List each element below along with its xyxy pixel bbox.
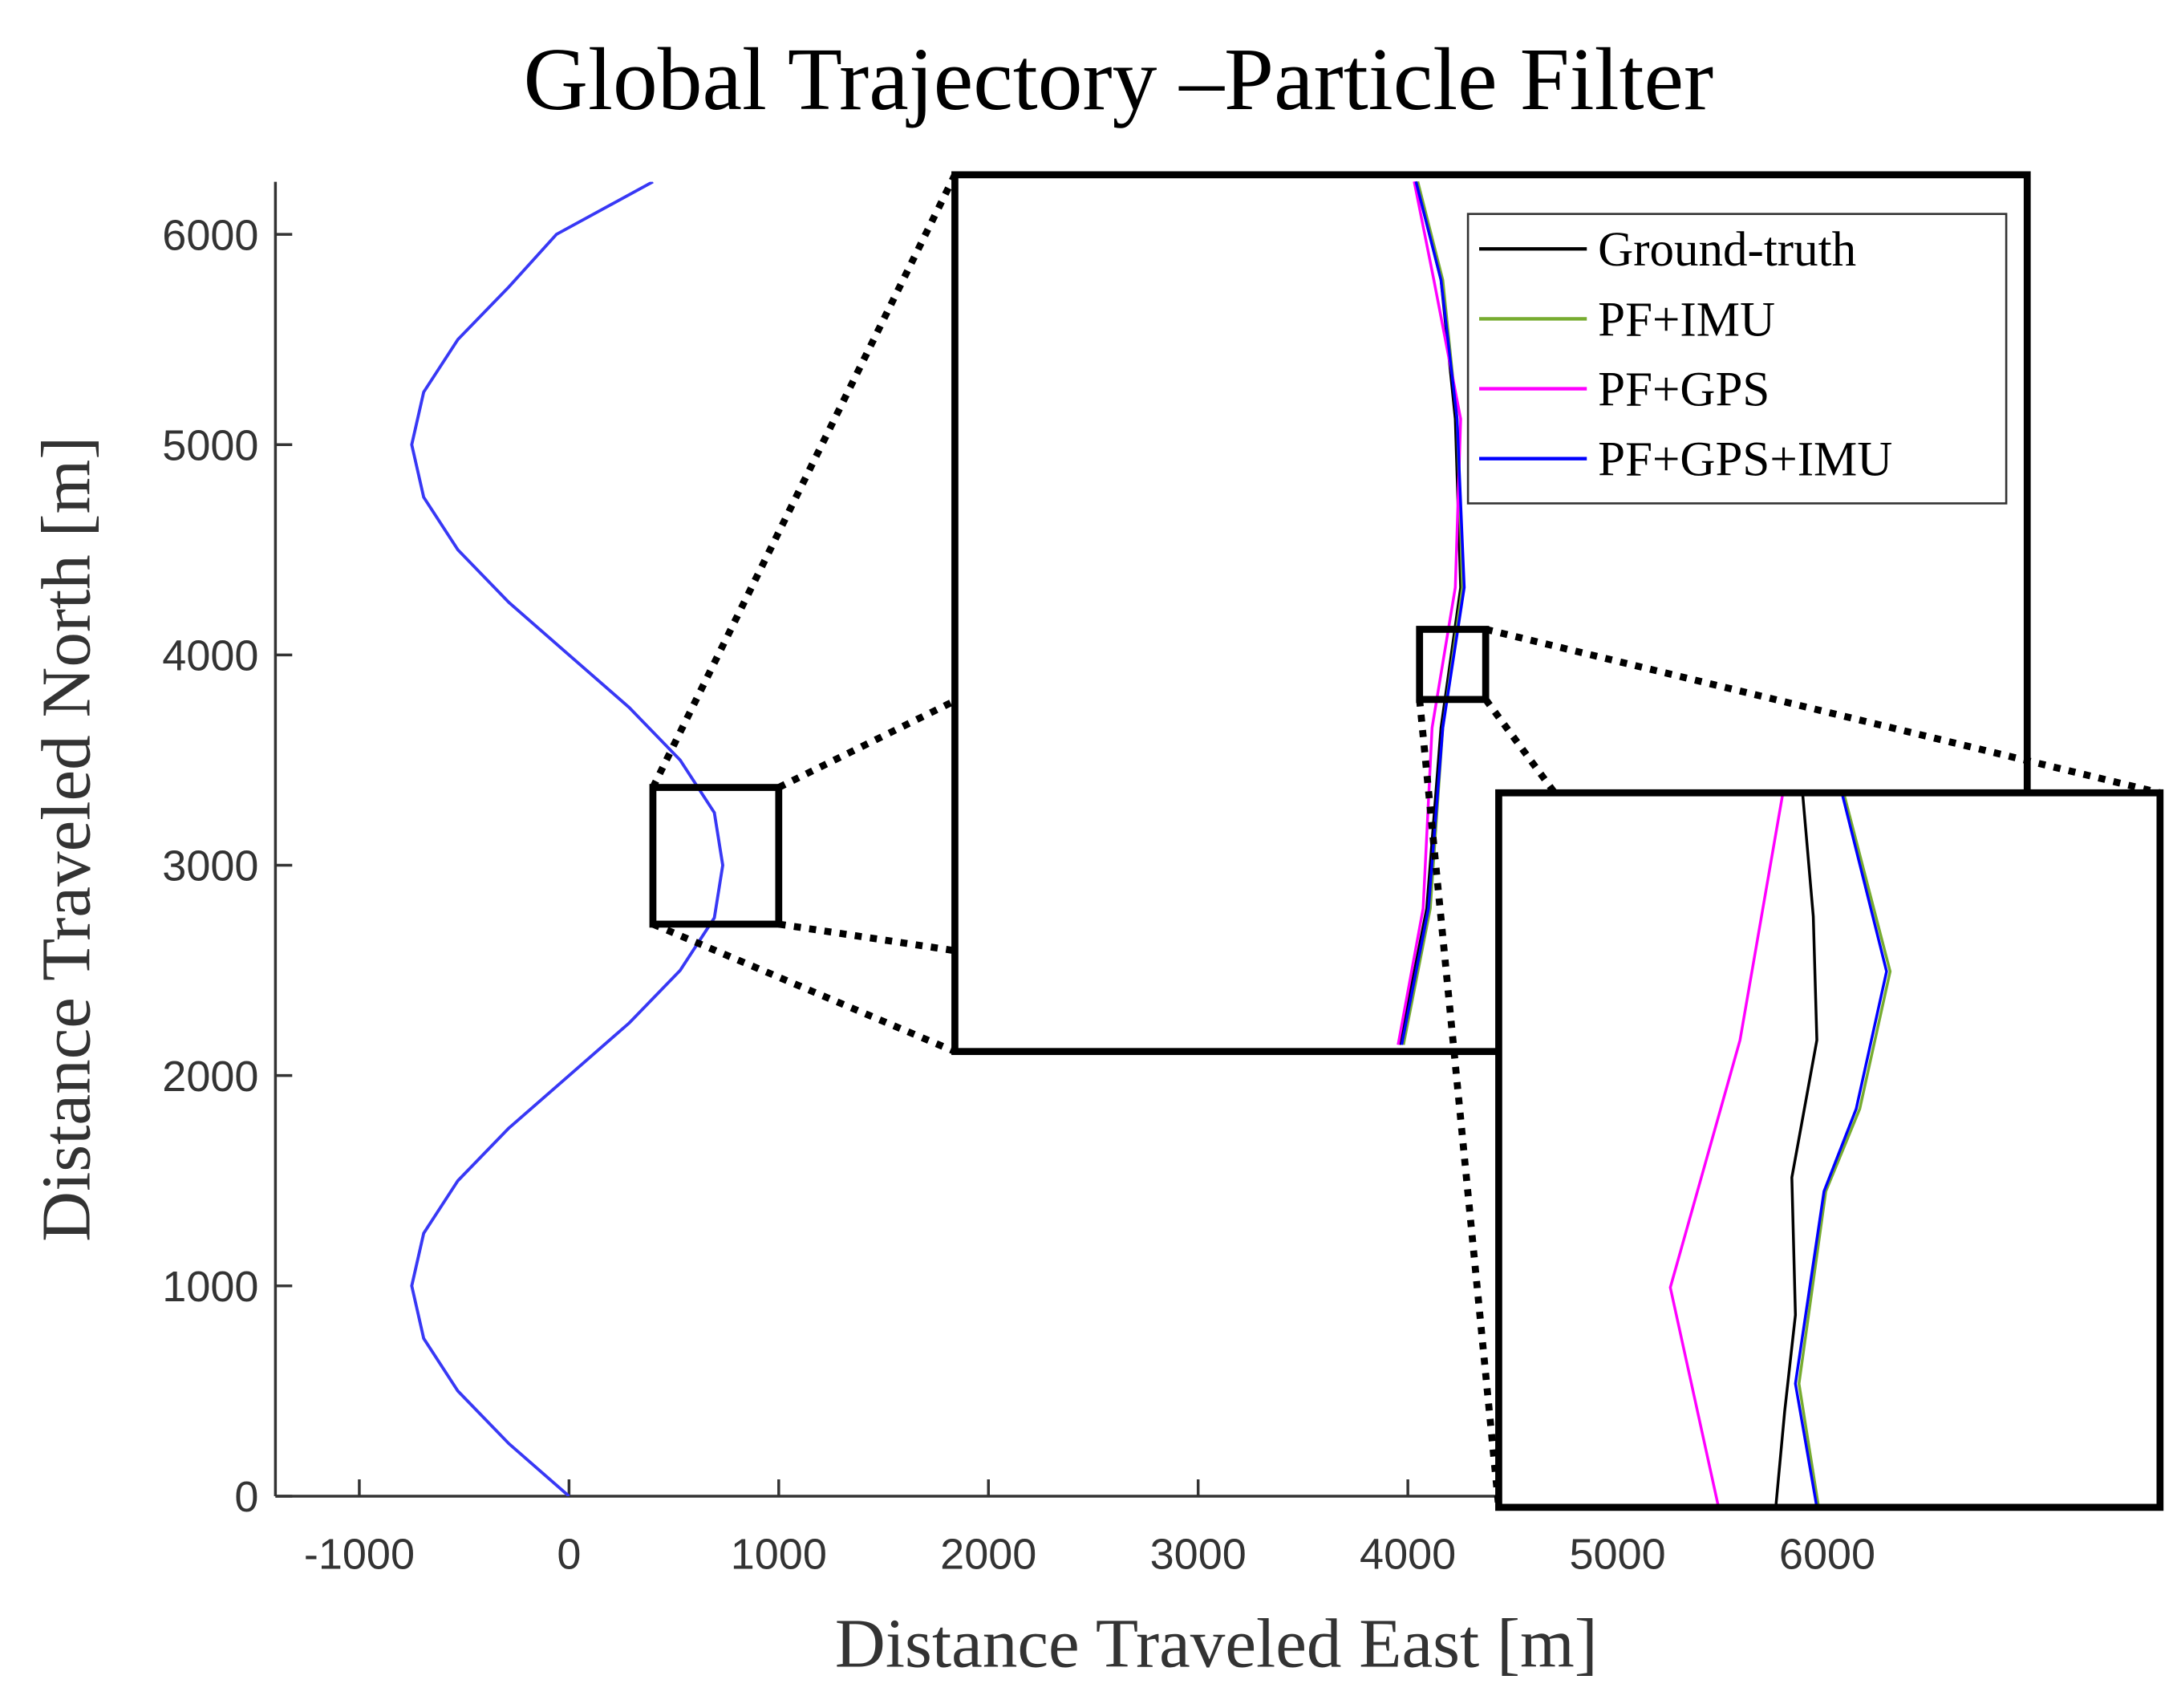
legend-box (1466, 213, 2008, 505)
zoom-connector (776, 697, 957, 791)
y-tick-label: 4000 (162, 632, 258, 680)
zoom-connector (778, 920, 956, 955)
y-tick-label: 2000 (162, 1053, 258, 1101)
plot-layer: -1000 0 1000 2000 3000 4000 5000 6000 0 1000 2000 3… (162, 171, 2164, 1579)
inset-frame (1495, 789, 2164, 1511)
y-tick-label: 1000 (162, 1263, 258, 1311)
series-line (410, 181, 724, 1496)
zoom-connector (650, 172, 959, 789)
y-tick-label: 5000 (162, 421, 258, 469)
series-line (1400, 181, 1466, 1045)
zoom-connector (1482, 697, 1558, 795)
x-tick-label: 4000 (1360, 1531, 1456, 1579)
y-tick-label: 0 (234, 1473, 258, 1521)
x-tick-label: 1000 (731, 1531, 827, 1579)
zoom-box (649, 784, 783, 928)
legend-label: PF+GPS (1598, 363, 1770, 416)
series-line (1401, 181, 1464, 1045)
x-tick-label: -1000 (304, 1531, 415, 1579)
chart-title: Global Trajectory –Particle Filter (523, 30, 1713, 129)
y-tick-label: 6000 (162, 211, 258, 259)
series-line (1774, 793, 1818, 1507)
x-tick-label: 6000 (1779, 1531, 1875, 1579)
x-tick-label: 0 (557, 1531, 581, 1579)
legend-label: Ground-truth (1598, 223, 1856, 277)
x-axis-label: Distance Traveled East [m] (835, 1605, 1598, 1682)
inset-frame (951, 171, 2031, 1056)
series-group (1397, 181, 1466, 1045)
series-group (410, 181, 724, 1496)
legend-label: PF+IMU (1598, 293, 1775, 347)
zoom-connector (651, 920, 957, 1055)
zoom-box (1416, 626, 1490, 704)
x-tick-label: 3000 (1150, 1531, 1247, 1579)
x-tick-label: 2000 (940, 1531, 1036, 1579)
series-group (1668, 793, 1892, 1507)
y-tick-label: 3000 (162, 842, 258, 891)
series-line (1798, 793, 1892, 1507)
zoom-connector (1416, 699, 1502, 1508)
inset-background (1498, 793, 2160, 1507)
series-line (1397, 181, 1462, 1045)
x-tick-label: 5000 (1570, 1531, 1666, 1579)
series-line (1794, 793, 1888, 1507)
series-line (1668, 793, 1785, 1507)
y-axis-label: Distance Traveled North [m] (27, 436, 105, 1242)
legend-label: PF+GPS+IMU (1598, 433, 1892, 487)
